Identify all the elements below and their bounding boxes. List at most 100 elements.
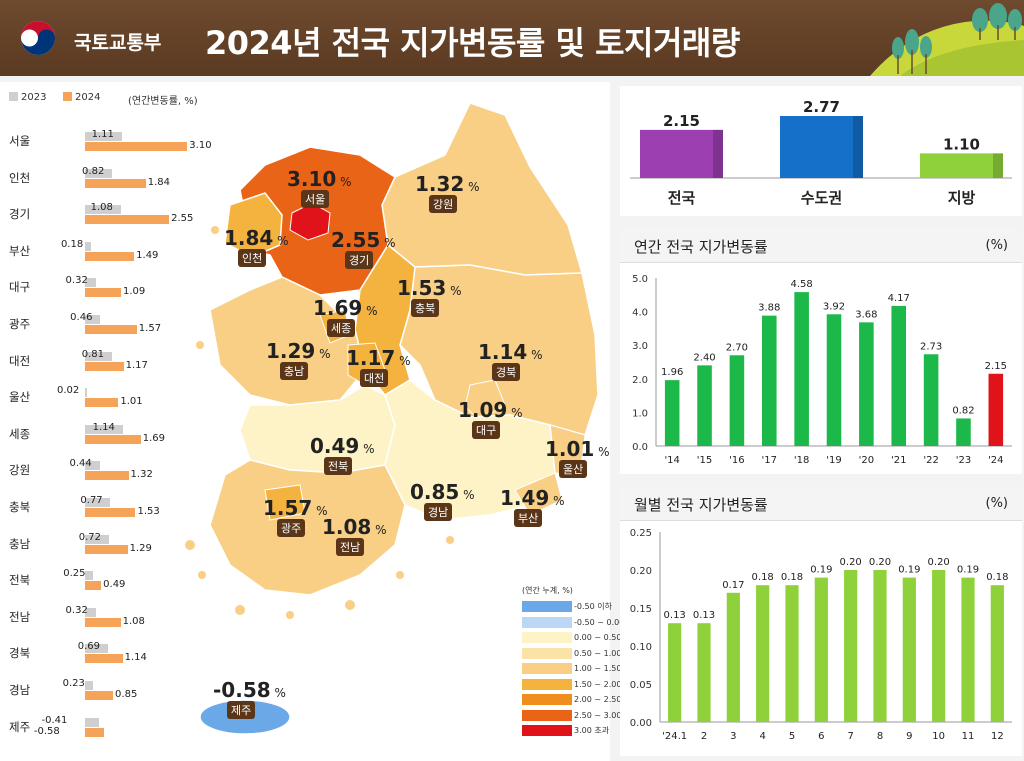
- x-tick-label: 2: [701, 731, 707, 742]
- bar-2023: [85, 461, 100, 471]
- map-value-label: 1.29 %: [266, 339, 331, 363]
- map-region-jeonnam: [209, 459, 406, 596]
- bar: [697, 365, 712, 446]
- y-tick-label: 0.15: [630, 604, 652, 615]
- map-value-label: 1.69 %: [313, 296, 378, 320]
- map-region-tag: 울산: [559, 460, 588, 478]
- map-legend-label: -0.50 ~ 0.00: [574, 617, 625, 627]
- map-region-incheon: [224, 192, 283, 258]
- map-legend-item: 2.50 ~ 3.00: [522, 708, 624, 724]
- bar-value-label: 2.15: [985, 361, 1007, 372]
- bar-2023: [85, 607, 96, 617]
- bar-2024: [85, 508, 136, 517]
- bar-2023: [85, 241, 91, 251]
- region-label: 전남: [9, 609, 31, 624]
- bar-2024: [85, 251, 135, 261]
- map-region-daegu: [464, 379, 506, 421]
- region-label: 서울: [9, 134, 31, 148]
- map-legend: (연간 누계, %) -0.50 이하 -0.50 ~ 0.00 0.00 ~ 0.…: [522, 585, 624, 739]
- summary-category-label: 전국: [668, 189, 696, 207]
- bar: [859, 322, 874, 446]
- bar: [902, 577, 916, 722]
- map-value-label: 1.57 %: [263, 496, 328, 520]
- x-tick-label: 11: [962, 731, 975, 742]
- map-legend-item: 0.50 ~ 1.00: [522, 646, 624, 662]
- x-tick-label: 8: [877, 731, 883, 742]
- x-tick-label: '19: [826, 455, 841, 466]
- region-label: 울산: [9, 390, 31, 405]
- summary-bar-chart: 2.15 전국 2.77 수도권 1.10 지방: [630, 98, 1012, 207]
- bar-2024-value: 2.55: [171, 213, 194, 225]
- x-tick-label: 4: [759, 731, 765, 742]
- x-tick-label: 7: [847, 731, 853, 742]
- region-label: 경기: [9, 207, 31, 222]
- monthly-chart-title: 월별 전국 지가변동률: [634, 496, 768, 514]
- bar-value-label: 0.19: [898, 565, 920, 576]
- bar-2023-value: 0.77: [80, 495, 103, 506]
- bar: [814, 577, 828, 722]
- summary-value-label: 1.10: [943, 135, 980, 153]
- annual-card-header: [620, 228, 1022, 263]
- y-tick-label: 5.0: [632, 274, 648, 285]
- map-region-tag: 경북: [492, 363, 521, 381]
- map-legend-swatch: [522, 709, 572, 721]
- bar-2023-value: 0.32: [65, 604, 88, 616]
- x-tick-label: '23: [956, 455, 971, 466]
- bar: [844, 570, 858, 722]
- monthly-card-header: [620, 486, 1022, 521]
- hill-decoration-icon: [870, 3, 1024, 76]
- bar: [988, 373, 1004, 446]
- bar-2023: [85, 644, 108, 654]
- bar-2024: [85, 434, 141, 444]
- bar-2024: [85, 544, 128, 554]
- bar-2023: [85, 681, 93, 690]
- region-label: 경북: [9, 646, 31, 661]
- map-value-label: 1.49 %: [500, 486, 565, 510]
- bar-2023: [85, 315, 101, 324]
- monthly-chart-unit: (%): [985, 496, 1009, 511]
- y-tick-label: 0.05: [630, 680, 652, 691]
- y-tick-label: 0.10: [630, 642, 652, 653]
- bar-2024: [85, 325, 137, 334]
- bar-2023: [85, 132, 122, 141]
- bar-value-label: 0.18: [752, 572, 774, 583]
- summary-bar-shade: [993, 153, 1003, 178]
- bar-2023: [85, 571, 94, 581]
- bar-value-label: 0.20: [928, 557, 950, 568]
- region-label: 경남: [9, 683, 31, 697]
- bar-value-label: 0.18: [781, 572, 803, 583]
- map-legend-label: 1.50 ~ 2.00: [574, 679, 622, 689]
- y-tick-label: 3.0: [632, 341, 648, 352]
- bar-value-label: 2.73: [920, 341, 942, 352]
- region-label: 전북: [9, 573, 31, 588]
- map-region-tag: 인천: [238, 249, 267, 267]
- map-legend-swatch: [522, 616, 572, 628]
- bar: [761, 315, 777, 446]
- map-legend-label: 2.50 ~ 3.00: [574, 710, 622, 720]
- map-legend-label: 0.50 ~ 1.00: [574, 648, 622, 658]
- bar-2024-value: 0.85: [115, 689, 138, 700]
- map-legend-swatch: [522, 725, 572, 737]
- bar: [785, 585, 799, 722]
- bar-2023-value: 0.82: [82, 165, 105, 177]
- bar-2023: [85, 351, 112, 361]
- bar-2023: [85, 278, 96, 288]
- x-tick-label: '21: [891, 455, 906, 466]
- government-emblem-icon: [21, 21, 55, 55]
- legend-year-b: 2024: [63, 92, 100, 103]
- bar: [891, 305, 907, 446]
- annual-bar-chart: 0.0 1.0 2.0 3.0 4.0 5.0 1.96 '14 2.40 '15 2.70 '16 3…: [632, 274, 1012, 466]
- bar-2024: [85, 691, 114, 700]
- x-tick-label: 12: [991, 731, 1004, 742]
- x-tick-label: '20: [859, 455, 874, 466]
- bar-2023-value: 0.32: [65, 275, 88, 287]
- monthly-card: 월별 전국 지가변동률 (%) 0.00 0.05 0.10 0.15 0.20 0.25…: [620, 486, 1022, 756]
- x-tick-label: 3: [730, 731, 736, 742]
- bar-2023-value: 0.81: [81, 348, 104, 360]
- annual-chart-unit: (%): [985, 238, 1009, 253]
- summary-value-label: 2.15: [663, 112, 700, 130]
- x-tick-label: '18: [794, 455, 809, 466]
- x-tick-label: 6: [818, 731, 824, 742]
- map-value-label: 1.08 %: [322, 515, 387, 539]
- x-tick-label: 5: [789, 731, 795, 742]
